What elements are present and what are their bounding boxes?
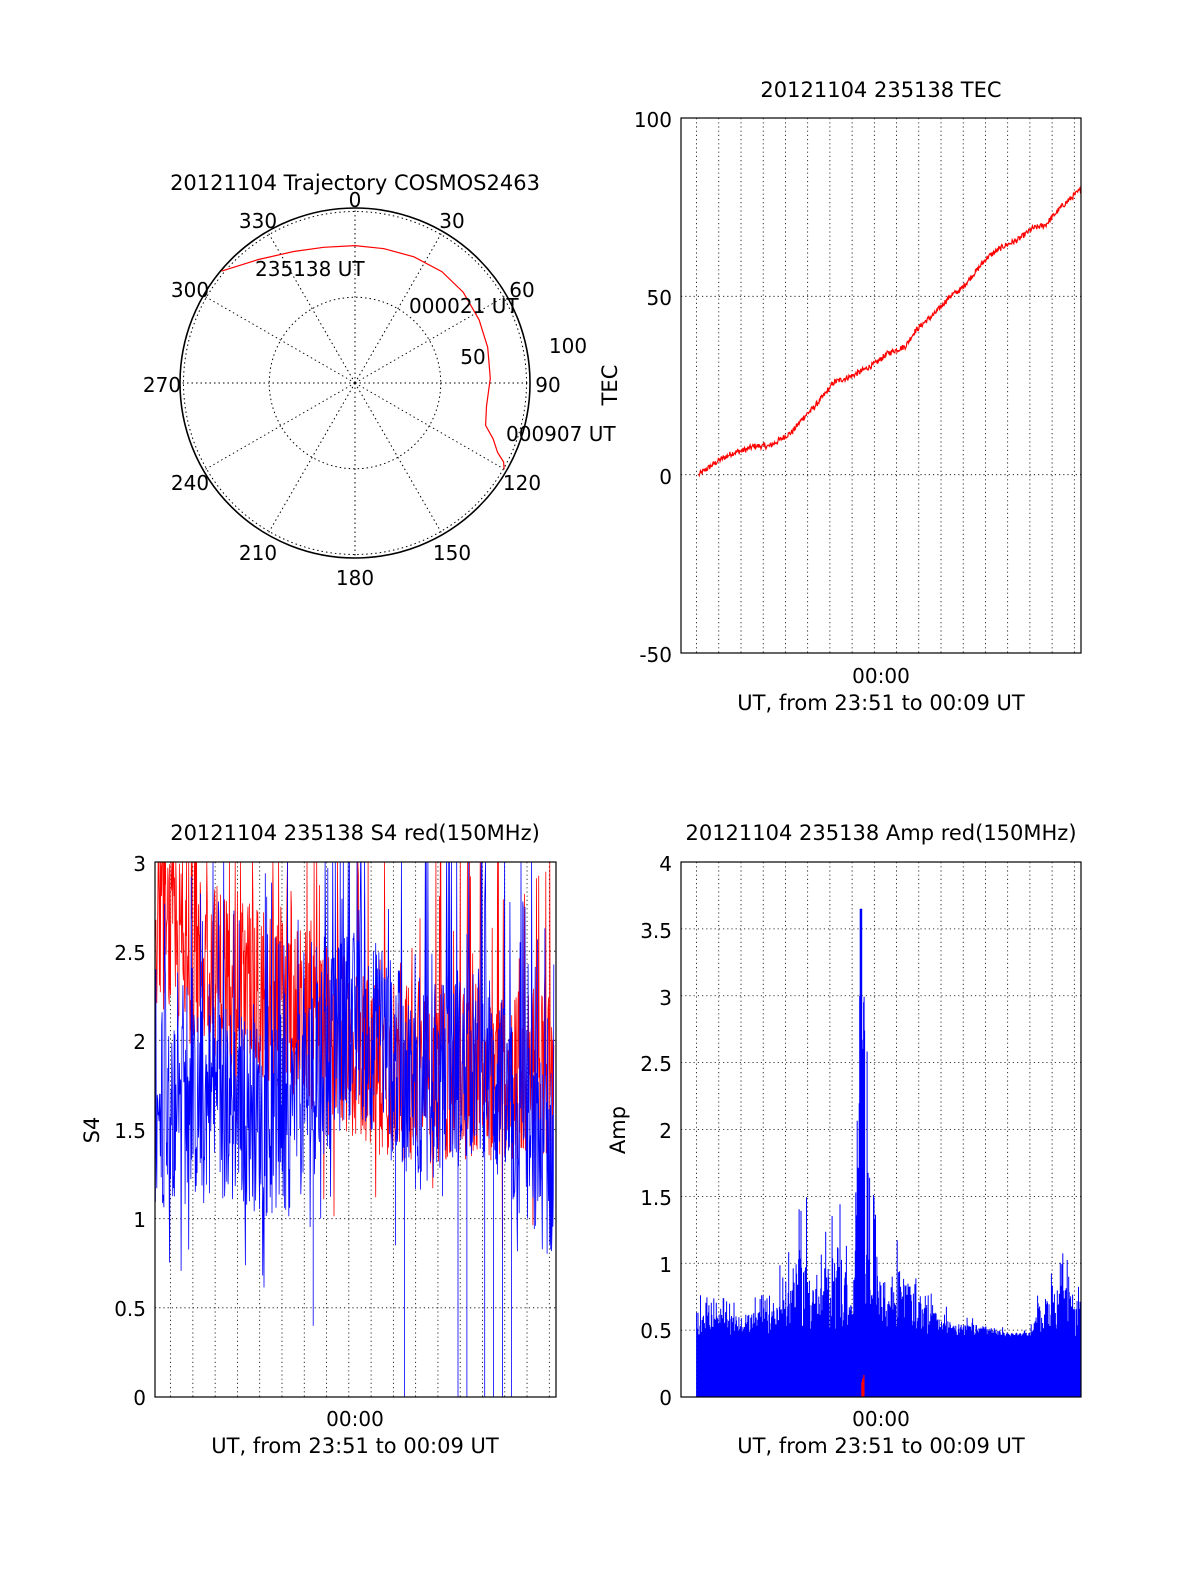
azimuth-label: 30 (439, 209, 464, 233)
azimuth-label: 180 (336, 566, 374, 590)
azimuth-label: 210 (239, 541, 277, 565)
s4-panel: 20121104 235138 S4 red(150MHz) 3 2.5 2 1… (80, 821, 557, 1458)
azimuth-spoke (354, 382, 443, 535)
azimuth-label: 120 (503, 471, 541, 495)
amp-ytick: 0.5 (640, 1319, 672, 1343)
trajectory-end-label: 000907 UT (506, 422, 616, 446)
trajectory-line (221, 244, 505, 470)
s4-xlabel: UT, from 23:51 to 00:09 UT (211, 1434, 499, 1458)
trajectory-start-label: 235138 UT (255, 257, 365, 281)
azimuth-spoke (354, 382, 507, 471)
s4-blue-series-line (154, 861, 555, 1397)
azimuth-label: 330 (239, 209, 277, 233)
azimuth-spoke (203, 382, 356, 471)
amp-red-bars (861, 1375, 865, 1397)
amp-ytick: 2 (659, 1119, 672, 1143)
amp-panel: 20121104 235138 Amp red(150MHz) 4 3.5 3 … (606, 821, 1082, 1458)
amp-ytick: 2.5 (640, 1052, 672, 1076)
amp-xtick: 00:00 (852, 1407, 910, 1431)
polar-panel: 20121104 Trajectory COSMOS2463 0 30 60 9… (143, 171, 616, 590)
s4-ytick: 3 (133, 852, 146, 876)
amp-title: 20121104 235138 Amp red(150MHz) (685, 821, 1076, 845)
azimuth-spoke (203, 295, 356, 384)
tec-ytick: 50 (647, 286, 672, 310)
elevation-label: 100 (549, 334, 587, 358)
polar-title: 20121104 Trajectory COSMOS2463 (170, 171, 540, 195)
tec-panel: 20121104 235138 TEC 100 50 0 -50 TEC 00:… (598, 78, 1082, 715)
amp-blue-bars (696, 908, 1082, 1397)
tec-xlabel: UT, from 23:51 to 00:09 UT (737, 691, 1025, 715)
trajectory-mid-label: 000021 UT (409, 294, 519, 318)
elevation-label: 50 (460, 345, 485, 369)
amp-ylabel: Amp (606, 1106, 630, 1154)
azimuth-label: 60 (509, 278, 534, 302)
azimuth-spoke (267, 382, 356, 535)
s4-ytick: 1 (133, 1208, 146, 1232)
s4-plot-frame (154, 861, 557, 1398)
amp-ytick: 3 (659, 986, 672, 1010)
tec-ytick: 0 (659, 465, 672, 489)
s4-ylabel: S4 (80, 1117, 104, 1144)
polar-frame (179, 207, 531, 559)
azimuth-label: 240 (171, 471, 209, 495)
amp-ytick: 1 (659, 1253, 672, 1277)
amp-ytick: 0 (659, 1386, 672, 1410)
amp-ytick: 3.5 (640, 919, 672, 943)
tec-plot-frame (680, 117, 1082, 654)
amp-xlabel: UT, from 23:51 to 00:09 UT (737, 1434, 1025, 1458)
s4-ytick: 2 (133, 1030, 146, 1054)
tec-grid (681, 118, 1081, 653)
azimuth-label: 150 (433, 541, 471, 565)
amp-series (696, 908, 1082, 1397)
amp-ytick: 1.5 (640, 1186, 672, 1210)
s4-ytick: 0.5 (114, 1297, 146, 1321)
s4-ytick: 1.5 (114, 1119, 146, 1143)
azimuth-label: 0 (349, 188, 362, 212)
polar-grid (180, 208, 530, 558)
tec-title: 20121104 235138 TEC (760, 78, 1001, 102)
azimuth-label: 300 (171, 278, 209, 302)
azimuth-labels: 0 30 60 90 120 150 180 210 240 270 300 3… (143, 188, 561, 590)
s4-title: 20121104 235138 S4 red(150MHz) (170, 821, 540, 845)
s4-ytick: 2.5 (114, 941, 146, 965)
azimuth-label: 270 (143, 373, 181, 397)
tec-ytick: -50 (639, 643, 672, 667)
amp-plot-frame (680, 861, 1082, 1398)
tec-xtick: 00:00 (852, 664, 910, 688)
tec-series-line (698, 185, 1082, 478)
amp-ytick: 4 (659, 852, 672, 876)
s4-series (154, 861, 555, 1397)
azimuth-label: 90 (535, 373, 560, 397)
s4-ytick: 0 (133, 1386, 146, 1410)
tec-ylabel: TEC (598, 365, 622, 407)
tec-ytick: 100 (634, 108, 672, 132)
s4-xtick: 00:00 (326, 1407, 384, 1431)
